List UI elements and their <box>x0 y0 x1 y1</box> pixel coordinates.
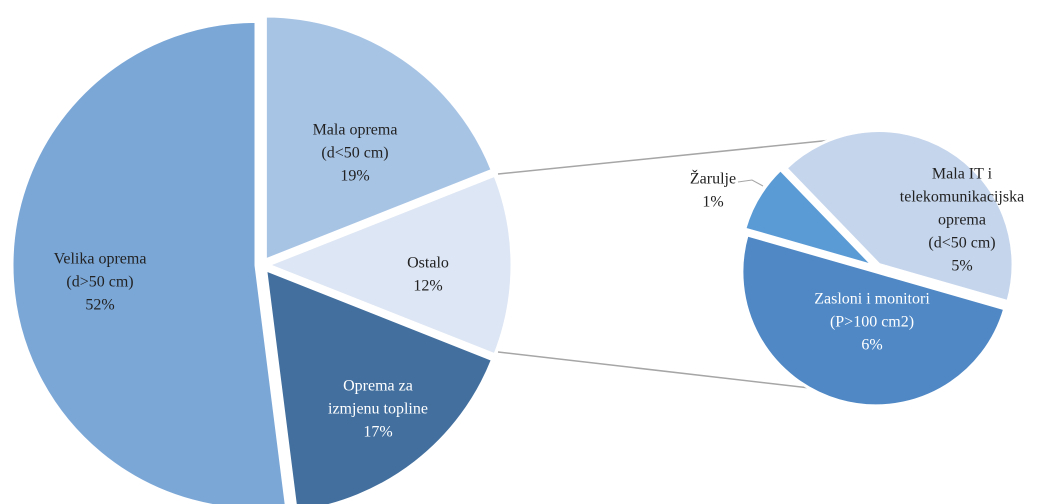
pie-slice <box>10 19 288 504</box>
slice-label: oprema <box>938 212 986 229</box>
slice-label: Žarulje <box>690 169 736 188</box>
slice-label: Zasloni i monitori <box>814 291 930 308</box>
slice-label: (d>50 cm) <box>66 274 133 291</box>
leader-line <box>737 179 764 187</box>
slice-value-label: 1% <box>702 194 723 211</box>
connector-line <box>497 351 863 395</box>
slice-label: telekomunikacijska <box>900 189 1024 206</box>
slice-value-label: 19% <box>340 168 369 185</box>
slice-label: (P>100 cm2) <box>830 314 914 331</box>
pie-slice <box>740 233 1007 408</box>
slice-label: izmjenu topline <box>328 401 428 418</box>
slice-label: Oprema za <box>343 378 413 395</box>
slice-value-label: 5% <box>951 258 972 275</box>
slice-label: Mala IT i <box>932 166 993 183</box>
pie-slice <box>742 167 879 269</box>
slice-value-label: 12% <box>413 278 442 295</box>
slice-label: (d<50 cm) <box>928 235 995 252</box>
slice-value-label: 17% <box>363 424 392 441</box>
slice-label: Velika oprema <box>54 251 147 268</box>
connector-line <box>497 136 863 175</box>
pie-slice <box>263 173 514 357</box>
pie-slice <box>263 14 495 263</box>
slice-label: Ostalo <box>407 255 449 272</box>
slice-value-label: 52% <box>85 297 114 314</box>
pie-slice <box>783 129 1015 304</box>
slice-value-label: 6% <box>861 337 882 354</box>
slice-label: Mala oprema <box>313 122 398 139</box>
slice-label: (d<50 cm) <box>321 145 388 162</box>
pie-slice <box>263 267 495 504</box>
